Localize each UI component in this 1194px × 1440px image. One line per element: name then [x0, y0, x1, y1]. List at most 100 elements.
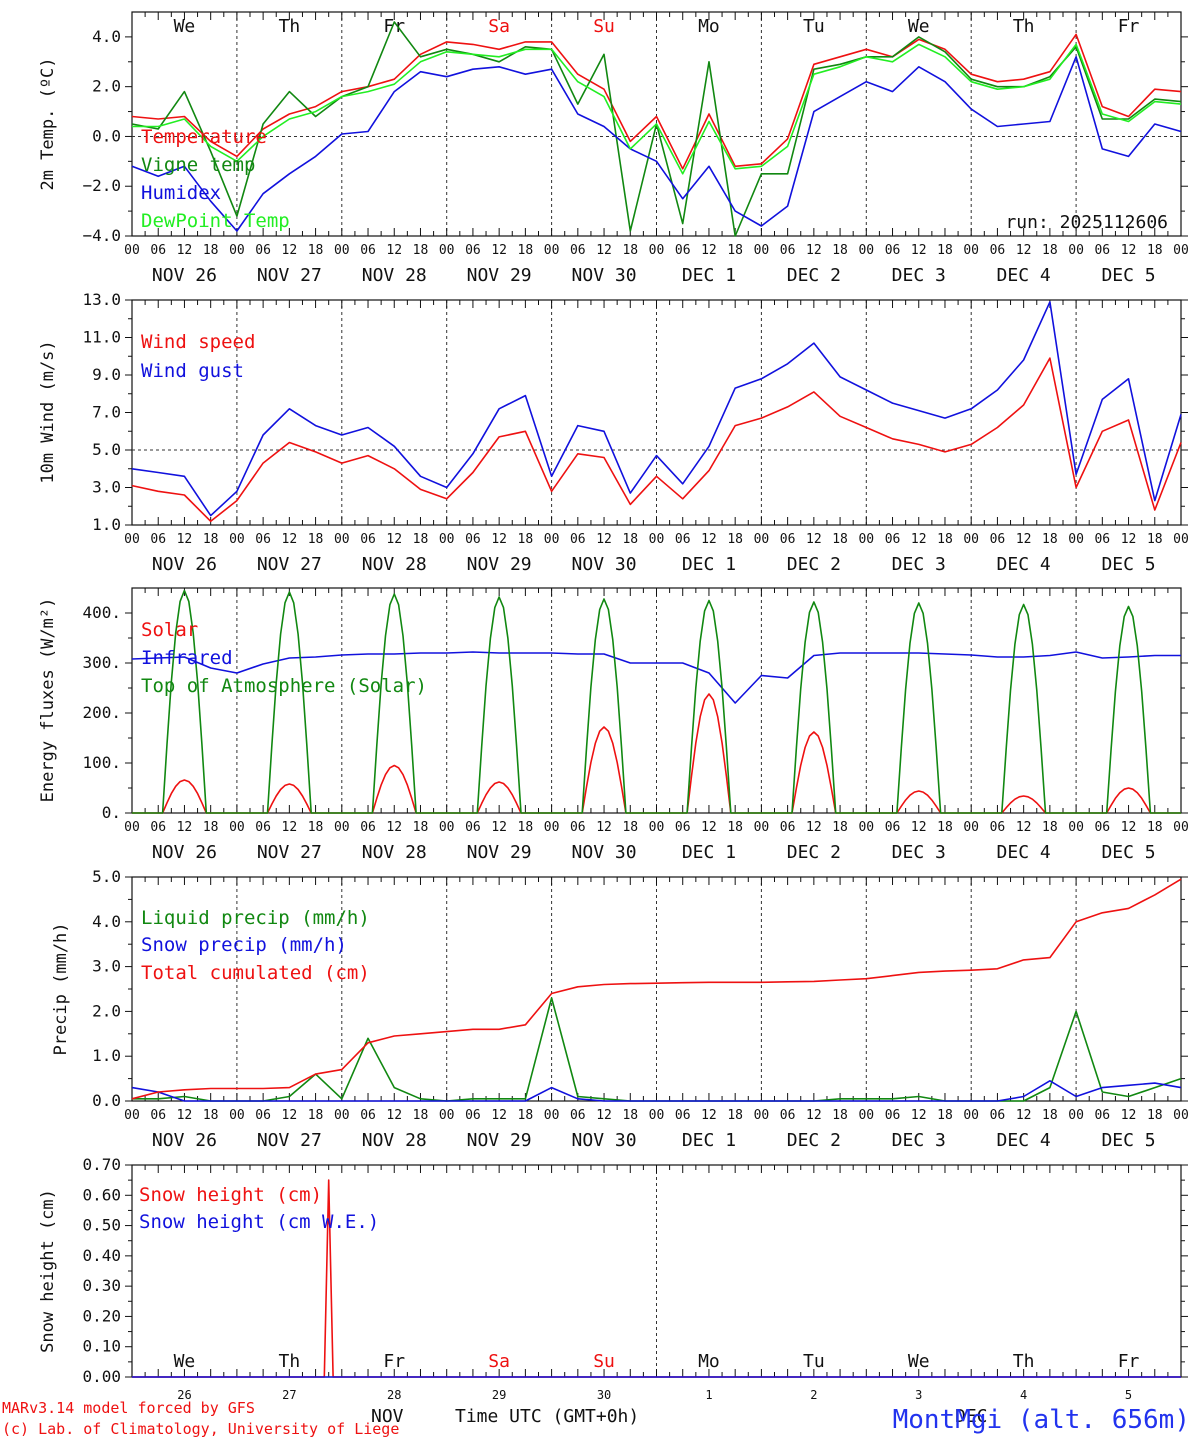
x-hour-label: 00 [963, 820, 979, 835]
x-hour-label: 18 [518, 820, 534, 835]
x-day-label: NOV 29 [467, 265, 532, 286]
y-tick-label: 0. [102, 803, 121, 822]
x-hour-label: 18 [832, 820, 848, 835]
weekday-label: We [174, 16, 196, 37]
x-day-label: DEC 5 [1101, 1130, 1155, 1151]
x-hour-label: 00 [544, 1108, 560, 1123]
x-day-label: NOV 28 [362, 554, 427, 575]
y-axis-label: Snow height (cm) [38, 1189, 58, 1353]
x-hour-label: 00 [124, 243, 140, 258]
x-hour-label: 18 [937, 532, 953, 547]
x-hour-label: 06 [150, 820, 166, 835]
x-hour-label: 12 [386, 243, 402, 258]
series-line-infrared [131, 651, 1181, 704]
y-tick-label: 13.0 [82, 290, 121, 309]
panel-5: 0.00 0.10 0.20 0.30 0.40 0.50 0.60 0.70 Snow hei… [38, 1155, 1188, 1402]
x-day-label: DEC 2 [787, 1130, 841, 1151]
y-tick-label: 300. [82, 653, 121, 672]
x-hour-label: 06 [675, 243, 691, 258]
x-hour-label: 18 [518, 532, 534, 547]
x-hour-label: 12 [596, 820, 612, 835]
x-hour-label: 00 [858, 1108, 874, 1123]
series-line-total-cumulated-cm- [131, 878, 1182, 1100]
y-axis-label: 10m Wind (m/s) [38, 340, 58, 483]
x-hour-label: 06 [570, 243, 586, 258]
x-hour-label: 06 [885, 820, 901, 835]
legend-entry: Temperature [141, 126, 267, 148]
x-hour-label: 00 [229, 243, 245, 258]
y-tick-label: 2.0 [92, 77, 121, 96]
x-hour-label: 06 [990, 1108, 1006, 1123]
panel-2: 1.0 3.0 5.0 7.0 9.0 11.0 13.0 10m Wind (m/s) 00 0… [38, 290, 1189, 575]
x-hour-label: 06 [675, 820, 691, 835]
weekday-label: We [174, 1351, 196, 1372]
x-hour-label: 18 [1042, 532, 1058, 547]
x-hour-label: 12 [911, 1108, 927, 1123]
x-hour-label: 00 [1068, 243, 1084, 258]
x-hour-label: 12 [1016, 243, 1032, 258]
y-tick-label: 0.50 [82, 1216, 121, 1235]
x-day-label: NOV 29 [467, 1130, 532, 1151]
x-hour-label: 00 [334, 1108, 350, 1123]
x-day-label: NOV 28 [362, 842, 427, 863]
legend-entry: DewPoint Temp [141, 210, 290, 232]
y-tick-label: 5.0 [92, 867, 121, 886]
model-credit-line2: (c) Lab. of Climatology, University of L… [2, 1420, 399, 1438]
x-hour-label: 18 [937, 1108, 953, 1123]
x-hour-label: 00 [229, 1108, 245, 1123]
x-hour-label: 06 [150, 243, 166, 258]
x-hour-label: 12 [386, 532, 402, 547]
x-hour-label: 18 [413, 820, 429, 835]
x-hour-label: 00 [754, 1108, 770, 1123]
x-hour-label: 12 [386, 820, 402, 835]
x-hour-label: 00 [439, 820, 455, 835]
x-hour-label: 12 [1016, 1108, 1032, 1123]
y-tick-label: −4.0 [82, 226, 121, 245]
x-hour-label: 18 [308, 532, 324, 547]
x-day-number: 4 [1020, 1388, 1027, 1402]
legend-entry: Snow height (cm W.E.) [139, 1211, 379, 1233]
x-hour-label: 06 [360, 1108, 376, 1123]
weekday-label: We [908, 1351, 930, 1372]
x-hour-label: 18 [622, 820, 638, 835]
x-hour-label: 12 [701, 820, 717, 835]
series-line-wind-speed [131, 357, 1182, 523]
x-day-label: DEC 3 [892, 554, 946, 575]
x-hour-label: 06 [990, 820, 1006, 835]
y-tick-label: 1.0 [92, 1046, 121, 1065]
x-hour-label: 18 [518, 1108, 534, 1123]
x-hour-label: 06 [465, 243, 481, 258]
x-day-label: DEC 1 [682, 554, 736, 575]
x-hour-label: 12 [282, 820, 298, 835]
x-day-number: 27 [282, 1388, 296, 1402]
legend-entry: Top of Atmosphere (Solar) [141, 675, 427, 697]
legend-entry: Solar [141, 619, 198, 641]
x-hour-label: 12 [282, 532, 298, 547]
x-day-label: DEC 4 [997, 842, 1051, 863]
x-hour-label: 00 [544, 820, 560, 835]
x-hour-label: 00 [439, 243, 455, 258]
y-tick-label: 100. [82, 753, 121, 772]
x-hour-label: 00 [1068, 820, 1084, 835]
x-hour-label: 06 [675, 1108, 691, 1123]
x-day-number: 26 [177, 1388, 191, 1402]
x-hour-label: 06 [360, 820, 376, 835]
x-day-label: NOV 30 [572, 842, 637, 863]
x-hour-label: 12 [282, 243, 298, 258]
x-day-label: DEC 4 [997, 265, 1051, 286]
x-day-label: NOV 26 [152, 265, 217, 286]
weekday-label: We [908, 16, 930, 37]
x-hour-label: 12 [806, 243, 822, 258]
run-label: run: 2025112606 [1005, 212, 1168, 233]
x-hour-label: 00 [334, 820, 350, 835]
series-line-top-of-atmosphere-solar- [132, 589, 1181, 814]
x-day-label: NOV 30 [572, 265, 637, 286]
x-hour-label: 06 [465, 1108, 481, 1123]
x-day-label: NOV 28 [362, 265, 427, 286]
x-hour-label: 00 [1173, 243, 1189, 258]
x-hour-label: 06 [570, 820, 586, 835]
x-day-label: NOV 30 [572, 1130, 637, 1151]
x-hour-label: 00 [858, 532, 874, 547]
panels: −4.0−2.00.02.04.02m Temp. (ºC)00 06 12 18 00… [38, 11, 1189, 1402]
legend-entry: Total cumulated (cm) [141, 962, 370, 984]
